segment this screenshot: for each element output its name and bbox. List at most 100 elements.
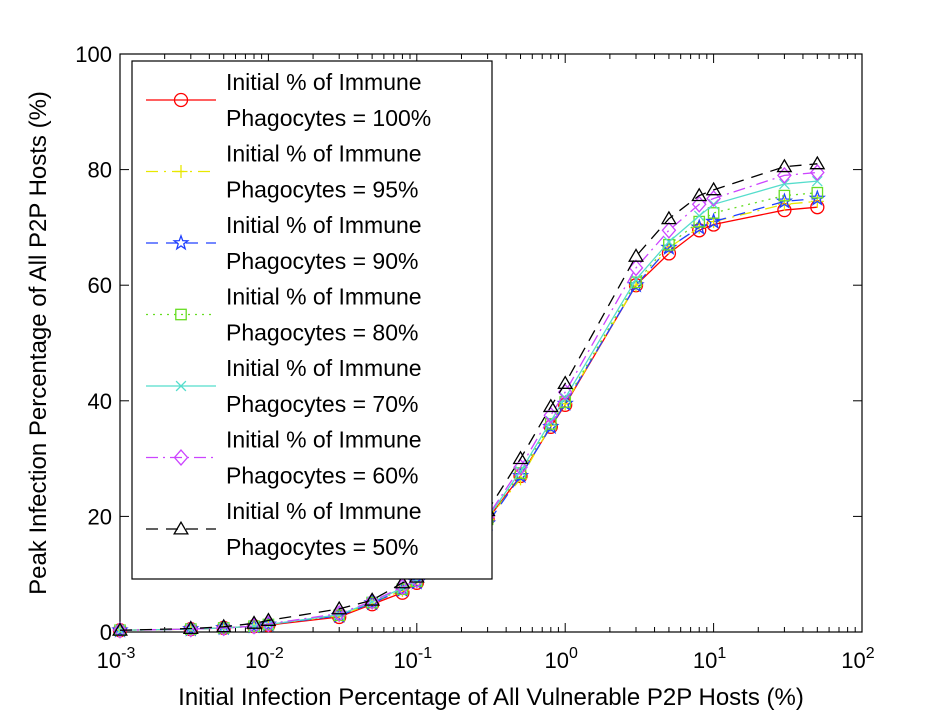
data-point <box>706 190 721 207</box>
data-point <box>183 620 199 638</box>
data-point <box>705 181 722 196</box>
data-point <box>112 622 128 636</box>
data-point <box>776 158 793 173</box>
series-line <box>119 171 818 631</box>
data-point <box>691 195 707 213</box>
legend-label-line2: Phagocytes = 100% <box>226 105 431 131</box>
legend-label-line1: Initial % of Immune <box>226 212 422 238</box>
data-point <box>512 450 529 465</box>
y-tick-label: 80 <box>88 158 112 183</box>
legend-label-line1: Initial % of Immune <box>226 141 422 167</box>
x-tick-mantissa: 10 <box>245 648 269 673</box>
data-point <box>557 375 574 389</box>
data-point <box>708 198 719 210</box>
x-tick-exponent: 0 <box>569 645 578 662</box>
legend-entry-5: Initial % of Immune Phagocytes = 70% <box>146 355 422 417</box>
legend-box <box>131 60 493 580</box>
data-point <box>630 276 642 289</box>
x-tick-label: 10-2 <box>245 645 284 673</box>
y-axis-label: Peak Infection Percentage of All P2P Hos… <box>25 91 52 595</box>
legend-label-line1: Initial % of Immune <box>226 355 422 381</box>
legend-entry-1: Initial % of Immune Phagocytes = 100% <box>146 69 431 131</box>
data-point <box>809 155 826 170</box>
y-tick-label: 100 <box>75 42 112 67</box>
data-point <box>628 248 644 262</box>
data-point <box>630 274 642 285</box>
data-point <box>331 605 347 622</box>
data-point <box>182 620 199 635</box>
legend-label-line2: Phagocytes = 90% <box>226 248 418 274</box>
legend-entry-6: Initial % of Immune Phagocytes = 60% <box>146 427 422 489</box>
legend-swatch-marker <box>173 449 189 466</box>
x-tick-exponent: -3 <box>121 645 135 662</box>
legend-swatch-marker <box>173 520 189 535</box>
data-point <box>515 465 526 477</box>
legend-swatch-marker <box>175 308 187 321</box>
legend-swatch-marker <box>175 380 187 392</box>
x-tick-label: 10-3 <box>97 645 136 673</box>
legend-swatch-marker <box>173 92 189 108</box>
data-point <box>545 415 557 427</box>
x-tick-exponent: 1 <box>717 645 726 662</box>
legend-entry-2: Initial % of Immune Phagocytes = 95% <box>146 141 422 203</box>
data-point <box>394 574 411 589</box>
data-point <box>513 458 528 476</box>
data-point <box>663 238 675 251</box>
legend-entry-4: Initial % of Immune Phagocytes = 80% <box>146 284 422 346</box>
data-point <box>704 212 723 229</box>
legend-label-line2: Phagocytes = 80% <box>226 320 418 346</box>
data-point <box>661 221 677 239</box>
x-tick-exponent: 2 <box>866 645 875 662</box>
legend-label-line2: Phagocytes = 60% <box>226 463 418 489</box>
data-point <box>660 210 677 225</box>
x-tick-label: 101 <box>693 645 726 673</box>
y-tick-label: 0 <box>100 620 112 645</box>
y-tick-label: 60 <box>88 273 112 298</box>
x-tick-exponent: -1 <box>418 645 432 662</box>
data-point <box>663 236 675 248</box>
x-tick-mantissa: 10 <box>545 648 569 673</box>
data-point <box>260 612 277 626</box>
data-point <box>691 187 708 202</box>
y-tick-label: 20 <box>88 504 112 529</box>
legend-label-line1: Initial % of Immune <box>226 69 422 95</box>
y-tick-label: 40 <box>88 389 112 414</box>
data-point <box>778 189 791 202</box>
legend-label-line1: Initial % of Immune <box>226 498 422 524</box>
x-tick-mantissa: 10 <box>841 648 865 673</box>
x-tick-label: 102 <box>841 645 874 673</box>
x-tick-exponent: -2 <box>270 645 284 662</box>
data-point <box>543 406 559 424</box>
data-point <box>216 619 232 637</box>
legend-swatch-marker <box>172 233 190 251</box>
data-point <box>693 210 705 222</box>
x-tick-mantissa: 10 <box>393 648 417 673</box>
legend-label-line2: Phagocytes = 95% <box>226 177 418 203</box>
data-point <box>809 164 825 181</box>
data-point <box>707 207 720 219</box>
data-point <box>559 392 571 404</box>
data-point <box>364 592 380 610</box>
data-point <box>542 398 559 413</box>
data-point <box>246 615 262 629</box>
legend-label-line2: Phagocytes = 70% <box>226 391 418 417</box>
legend-entry-3: Initial % of Immune Phagocytes = 90% <box>146 212 422 274</box>
x-tick-mantissa: 10 <box>693 648 717 673</box>
data-point <box>779 178 790 190</box>
x-tick-label: 100 <box>545 645 578 673</box>
legend-label-line1: Initial % of Immune <box>226 427 422 453</box>
legend-label-line1: Initial % of Immune <box>226 284 422 310</box>
data-point <box>331 600 348 615</box>
data-point <box>811 175 823 187</box>
x-tick-mantissa: 10 <box>97 648 121 673</box>
x-axis-label: Initial Infection Percentage of All Vuln… <box>178 684 804 711</box>
legend-label-line2: Phagocytes = 50% <box>226 534 418 560</box>
data-point <box>215 618 232 633</box>
data-point <box>811 186 824 199</box>
data-point <box>777 166 792 184</box>
data-point <box>364 592 381 606</box>
legend-swatch-marker <box>174 165 188 178</box>
